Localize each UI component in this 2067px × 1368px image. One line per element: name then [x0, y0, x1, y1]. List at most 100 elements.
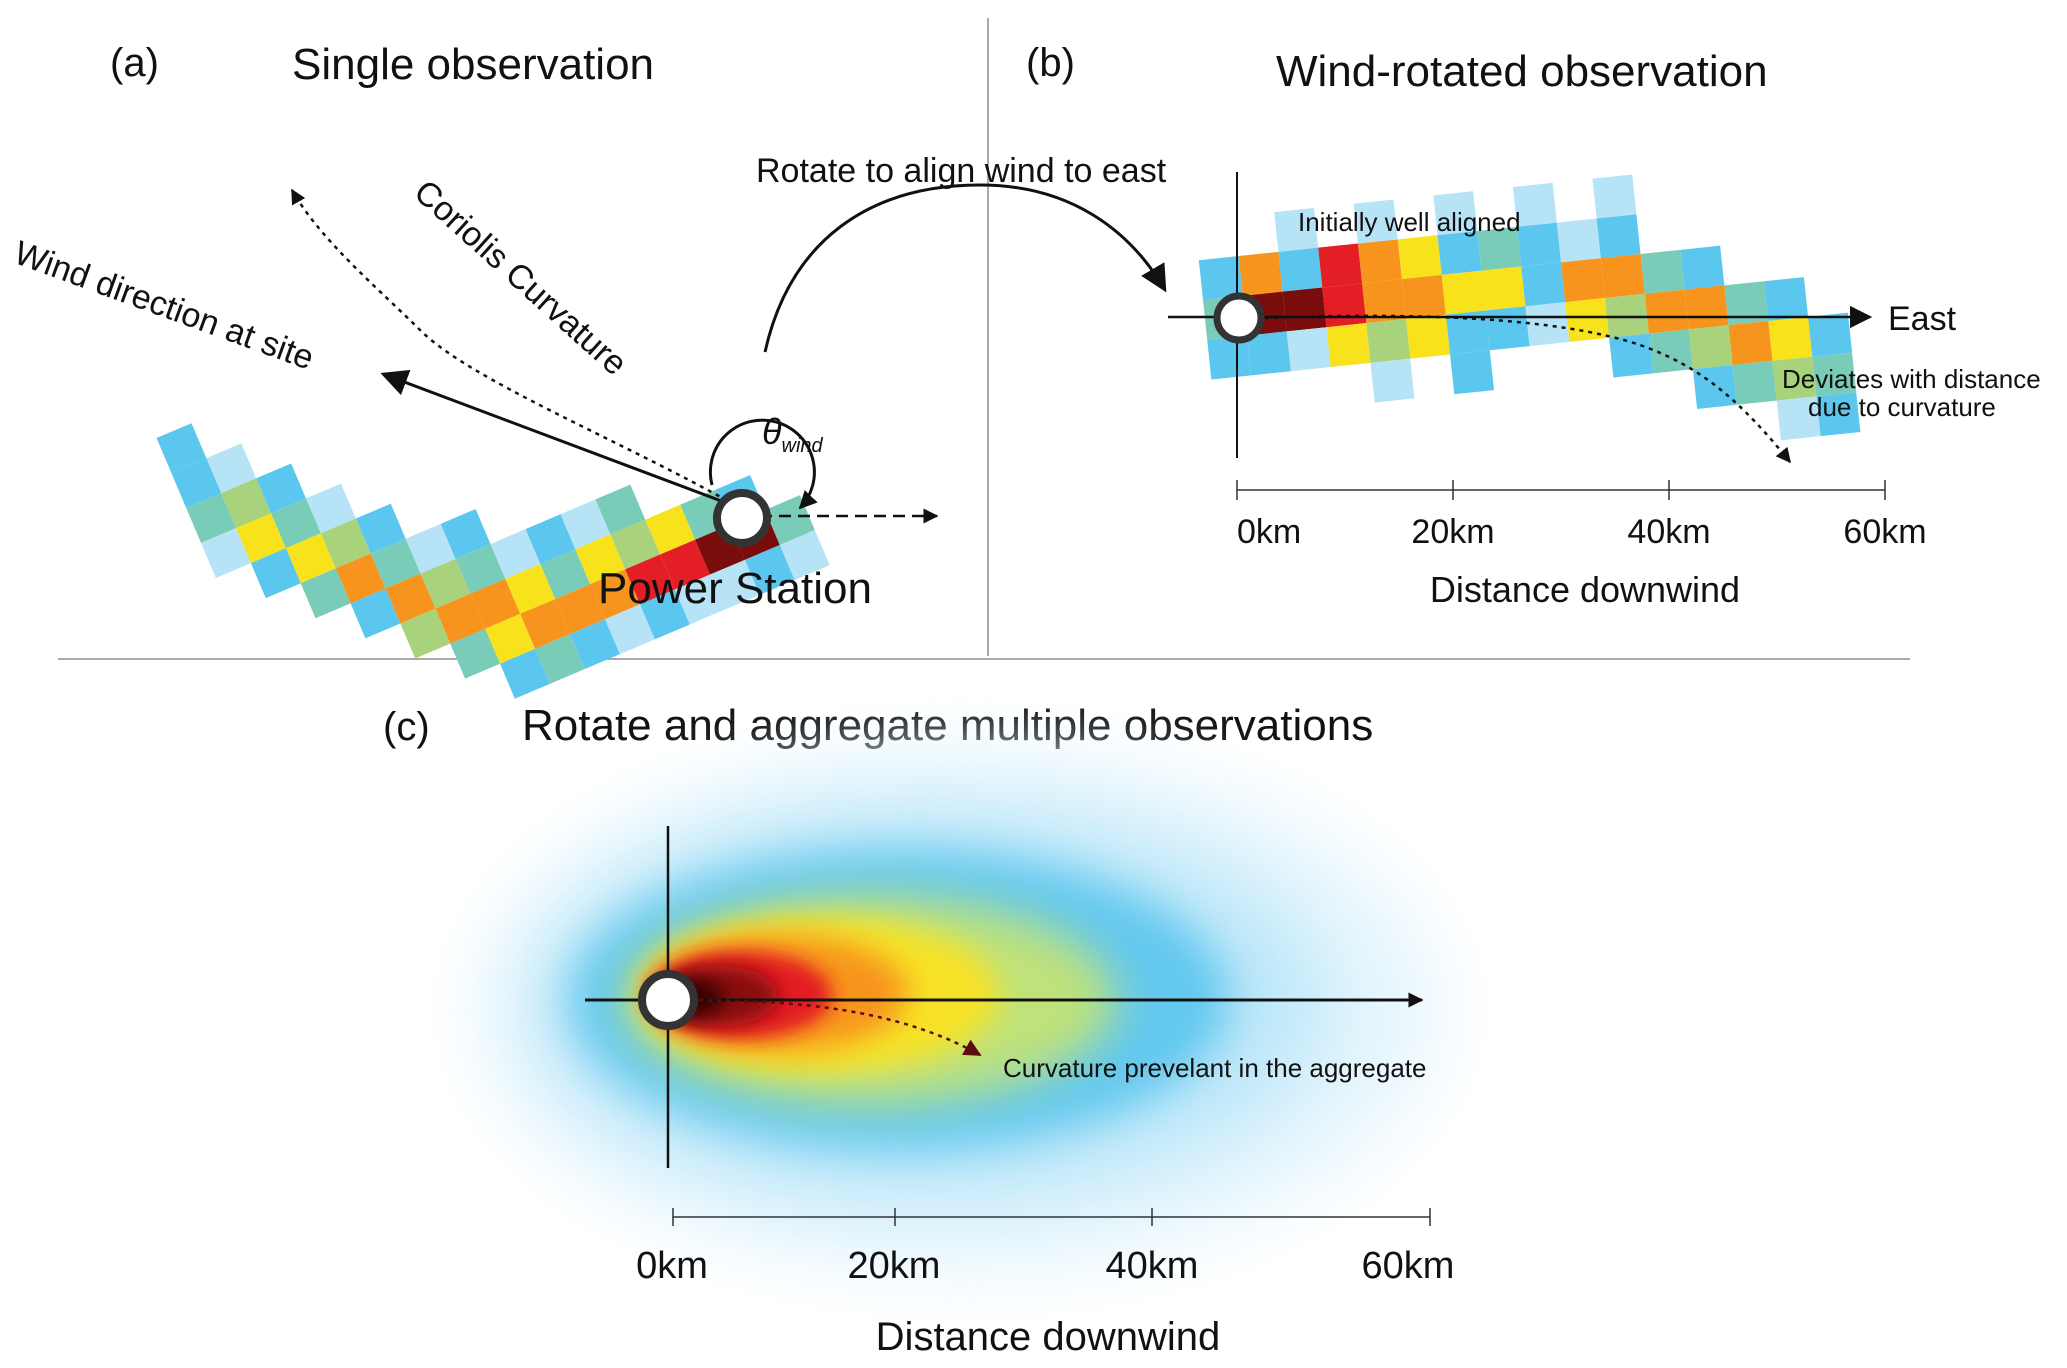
plume-cell	[709, 559, 760, 610]
plume-cell	[1680, 245, 1725, 290]
plume-cell	[575, 534, 626, 585]
plume-cell	[300, 568, 351, 619]
plume-cell	[525, 514, 576, 565]
plume-cell	[1370, 358, 1415, 403]
plume-cell	[590, 569, 640, 620]
rotate-label: Rotate to align wind to east	[756, 152, 1167, 190]
plume-cell	[625, 554, 675, 605]
tick-label-b-0: 0km	[1237, 513, 1301, 551]
plume-cell	[1684, 285, 1729, 330]
plume-cell	[1485, 306, 1530, 351]
plume-cell	[1644, 289, 1689, 334]
plume-cell	[1512, 182, 1557, 227]
aggregate-heatmap	[480, 750, 1440, 1270]
plume-cell	[440, 508, 491, 559]
plume-cell	[1246, 331, 1291, 376]
plume-cell	[555, 584, 605, 635]
curvature-arrow-c	[689, 998, 982, 1057]
plume-cell	[350, 588, 401, 639]
plume-cell	[256, 463, 306, 514]
curvature-aggregate-label: Curvature prevelant in the aggregate	[1003, 1053, 1427, 1083]
plume-cell	[1477, 226, 1522, 271]
tick-label-b-1: 20km	[1411, 513, 1494, 551]
plume-cell	[1445, 310, 1490, 355]
plume-cell	[569, 619, 620, 670]
plume-cell	[1732, 360, 1777, 405]
wind-direction-arrow	[380, 369, 741, 510]
plume-cell	[171, 458, 222, 508]
coriolis-curvature-arrow	[290, 188, 736, 507]
coriolis-curvature-label: Coriolis Curvature	[407, 173, 635, 383]
plume-cell	[1776, 396, 1821, 441]
plume-cell	[305, 483, 356, 534]
plume-cell	[1238, 251, 1283, 296]
tick-label-b-2: 40km	[1627, 513, 1710, 551]
plume-cell	[1481, 266, 1526, 311]
plume-cell	[1433, 191, 1478, 236]
plume-cell	[1640, 249, 1685, 294]
plume-cell	[1724, 281, 1769, 326]
plume-cell	[1648, 329, 1693, 374]
plume-cell	[1353, 199, 1398, 244]
deviates-label-line2: due to curvature	[1808, 392, 1996, 422]
panel-c-title: Rotate and aggregate multiple observatio…	[522, 701, 1373, 750]
plume-cell	[455, 543, 506, 594]
plume-cell	[1322, 283, 1367, 328]
plume-cell	[505, 564, 556, 614]
power-station-marker-a	[713, 489, 771, 547]
panel-a-title: Single observation	[292, 40, 654, 89]
plume-cell	[639, 589, 690, 640]
plume-cell	[1441, 270, 1486, 315]
tick-label-b-3: 60km	[1843, 513, 1926, 551]
plume-cell	[1561, 258, 1605, 303]
plume-cell	[1812, 352, 1857, 397]
plume-cell	[221, 478, 272, 529]
plume-cell	[645, 504, 696, 555]
plume-cell	[400, 608, 451, 659]
plume-cell	[1688, 325, 1733, 370]
tick-label-c-3: 60km	[1362, 1245, 1455, 1287]
panel-b-title: Wind-rotated observation	[1276, 47, 1768, 96]
plume-cell	[1406, 314, 1451, 359]
plume-cell	[1556, 218, 1601, 263]
east-label: East	[1888, 300, 1957, 338]
plume-cell	[1517, 222, 1562, 267]
plume-cell	[1450, 350, 1495, 395]
plume-cell	[485, 613, 535, 664]
plume-cell	[1278, 247, 1323, 292]
plume-cell	[201, 528, 251, 578]
theta-wind-label: θwind	[762, 411, 824, 457]
plume-cell	[744, 544, 795, 595]
tick-label-c-1: 20km	[848, 1245, 941, 1287]
plume-cell	[271, 498, 321, 549]
plume-cell	[490, 529, 541, 579]
panel-c: (c) Rotate and aggregate multiple observ…	[383, 701, 1454, 1359]
plume-cell	[385, 573, 436, 624]
plume-cell	[335, 553, 386, 604]
plume-cell	[1274, 207, 1319, 252]
theta-wind-arc	[708, 418, 818, 510]
plume-cell	[1207, 335, 1252, 380]
plume-cell	[1692, 364, 1737, 409]
plume-cell	[604, 604, 655, 655]
plume-cell	[1282, 287, 1327, 332]
plume-cell	[1397, 235, 1442, 280]
plume-cell	[500, 648, 550, 699]
plume-cell	[1357, 239, 1402, 284]
plume-cell	[250, 548, 301, 599]
plume-cell	[1764, 277, 1809, 322]
plume-cell	[1198, 256, 1243, 300]
rotate-arrow	[763, 183, 1167, 353]
plume-cell	[1609, 333, 1654, 378]
plume-cell	[435, 593, 486, 644]
panel-b-label: (b)	[1026, 41, 1075, 85]
panel-c-label: (c)	[383, 705, 430, 749]
axis-label-c: Distance downwind	[876, 1315, 1221, 1359]
plume-cell	[540, 549, 591, 600]
plume-cell	[1362, 279, 1407, 324]
power-station-marker-c	[638, 970, 698, 1030]
power-station-label: Power Station	[598, 564, 872, 613]
plume-cell	[610, 519, 661, 570]
plume-cell	[1808, 312, 1853, 357]
